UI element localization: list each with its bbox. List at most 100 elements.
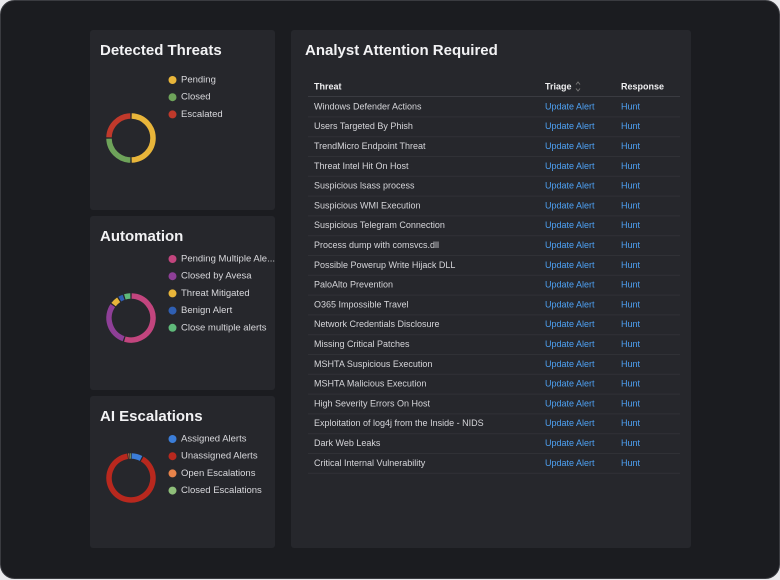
update-alert-link[interactable]: Update Alert: [545, 438, 595, 448]
donut-segment: [106, 304, 125, 342]
legend-label: Threat Mitigated: [181, 288, 250, 299]
threat-name: Exploitation of log4j from the Inside - …: [314, 418, 484, 428]
update-alert-link[interactable]: Update Alert: [545, 339, 595, 349]
update-alert-link[interactable]: Update Alert: [545, 418, 595, 428]
update-alert-link[interactable]: Update Alert: [545, 220, 595, 230]
threat-name: High Severity Errors On Host: [314, 398, 431, 408]
legend-label: Pending: [181, 75, 216, 86]
legend-dot: [168, 289, 177, 298]
hunt-link[interactable]: Hunt: [621, 458, 641, 468]
update-alert-link[interactable]: Update Alert: [545, 299, 595, 309]
threat-name: TrendMicro Endpoint Threat: [314, 141, 426, 151]
threat-name: Missing Critical Patches: [314, 339, 410, 349]
panel: [90, 396, 275, 548]
panel-title: AI Escalations: [100, 408, 203, 425]
threat-name: Threat Intel Hit On Host: [314, 161, 409, 171]
donut-segment: [131, 113, 156, 163]
legend-dot: [168, 255, 177, 263]
legend-label: Pending Multiple Ale...: [181, 254, 275, 265]
donut-segment: [124, 293, 131, 300]
update-alert-link[interactable]: Update Alert: [545, 359, 595, 369]
update-alert-link[interactable]: Update Alert: [545, 161, 595, 171]
legend-label: Open Escalations: [181, 468, 256, 479]
threat-name: MSHTA Malicious Execution: [314, 379, 426, 389]
donut-segment: [118, 294, 125, 302]
legend-dot: [168, 306, 177, 315]
hunt-link[interactable]: Hunt: [621, 101, 641, 111]
legend-dot: [168, 76, 177, 84]
donut-segment: [106, 453, 156, 503]
legend-dot: [168, 486, 177, 495]
column-header: Threat: [314, 81, 342, 91]
donut-segment: [106, 138, 131, 163]
legend-label: Close multiple alerts: [181, 322, 267, 333]
update-alert-link[interactable]: Update Alert: [545, 398, 595, 408]
table-title: Analyst Attention Required: [305, 42, 498, 59]
legend-label: Closed: [181, 92, 211, 103]
panel: [291, 30, 691, 548]
update-alert-link[interactable]: Update Alert: [545, 280, 595, 290]
column-header: Triage: [545, 81, 572, 91]
hunt-link[interactable]: Hunt: [621, 339, 641, 349]
hunt-link[interactable]: Hunt: [621, 359, 641, 369]
update-alert-link[interactable]: Update Alert: [545, 101, 595, 111]
panel: [90, 216, 275, 390]
threat-name: Suspicious Telegram Connection: [314, 220, 445, 230]
hunt-link[interactable]: Hunt: [621, 240, 641, 250]
threat-name: Suspicious WMI Execution: [314, 200, 421, 210]
threat-name: Network Credentials Disclosure: [314, 319, 440, 329]
update-alert-link[interactable]: Update Alert: [545, 121, 595, 131]
threat-name: Process dump with comsvcs.dll: [314, 240, 439, 250]
legend-label: Escalated: [181, 109, 223, 120]
hunt-link[interactable]: Hunt: [621, 438, 641, 448]
legend-label: Closed Escalations: [181, 485, 262, 496]
donut-segment: [111, 297, 121, 307]
hunt-link[interactable]: Hunt: [621, 379, 641, 389]
hunt-link[interactable]: Hunt: [621, 418, 641, 428]
legend-label: Unassigned Alerts: [181, 451, 258, 462]
update-alert-link[interactable]: Update Alert: [545, 141, 595, 151]
panel-title: Detected Threats: [100, 42, 222, 59]
threat-name: PaloAlto Prevention: [314, 280, 393, 290]
hunt-link[interactable]: Hunt: [621, 161, 641, 171]
legend-dot: [168, 323, 177, 332]
update-alert-link[interactable]: Update Alert: [545, 200, 595, 210]
donut-segment: [131, 453, 143, 461]
sort-icon[interactable]: [575, 81, 581, 92]
hunt-link[interactable]: Hunt: [621, 121, 641, 131]
donut-segment: [124, 293, 156, 343]
hunt-link[interactable]: Hunt: [621, 280, 641, 290]
hunt-link[interactable]: Hunt: [621, 181, 641, 191]
hunt-link[interactable]: Hunt: [621, 200, 641, 210]
panel-title: Automation: [100, 228, 183, 245]
threat-name: Suspicious lsass process: [314, 181, 415, 191]
legend-dot: [168, 110, 177, 119]
threat-name: O365 Impossible Travel: [314, 299, 409, 309]
hunt-link[interactable]: Hunt: [621, 220, 641, 230]
threat-name: Possible Powerup Write Hijack DLL: [314, 260, 455, 270]
legend-dot: [168, 93, 177, 102]
column-header: Response: [621, 81, 664, 91]
update-alert-link[interactable]: Update Alert: [545, 379, 595, 389]
threat-name: Windows Defender Actions: [314, 101, 422, 111]
panel: [90, 30, 275, 210]
legend-dot: [168, 469, 177, 478]
legend-label: Assigned Alerts: [181, 434, 247, 445]
update-alert-link[interactable]: Update Alert: [545, 181, 595, 191]
legend-label: Benign Alert: [181, 305, 233, 316]
hunt-link[interactable]: Hunt: [621, 260, 641, 270]
update-alert-link[interactable]: Update Alert: [545, 458, 595, 468]
threat-name: Dark Web Leaks: [314, 438, 381, 448]
legend-dot: [168, 452, 177, 461]
legend-label: Closed by Avesa: [181, 271, 252, 282]
update-alert-link[interactable]: Update Alert: [545, 319, 595, 329]
update-alert-link[interactable]: Update Alert: [545, 240, 595, 250]
hunt-link[interactable]: Hunt: [621, 299, 641, 309]
hunt-link[interactable]: Hunt: [621, 398, 641, 408]
update-alert-link[interactable]: Update Alert: [545, 260, 595, 270]
legend-dot: [168, 435, 177, 443]
hunt-link[interactable]: Hunt: [621, 141, 641, 151]
legend-dot: [168, 272, 177, 281]
hunt-link[interactable]: Hunt: [621, 319, 641, 329]
